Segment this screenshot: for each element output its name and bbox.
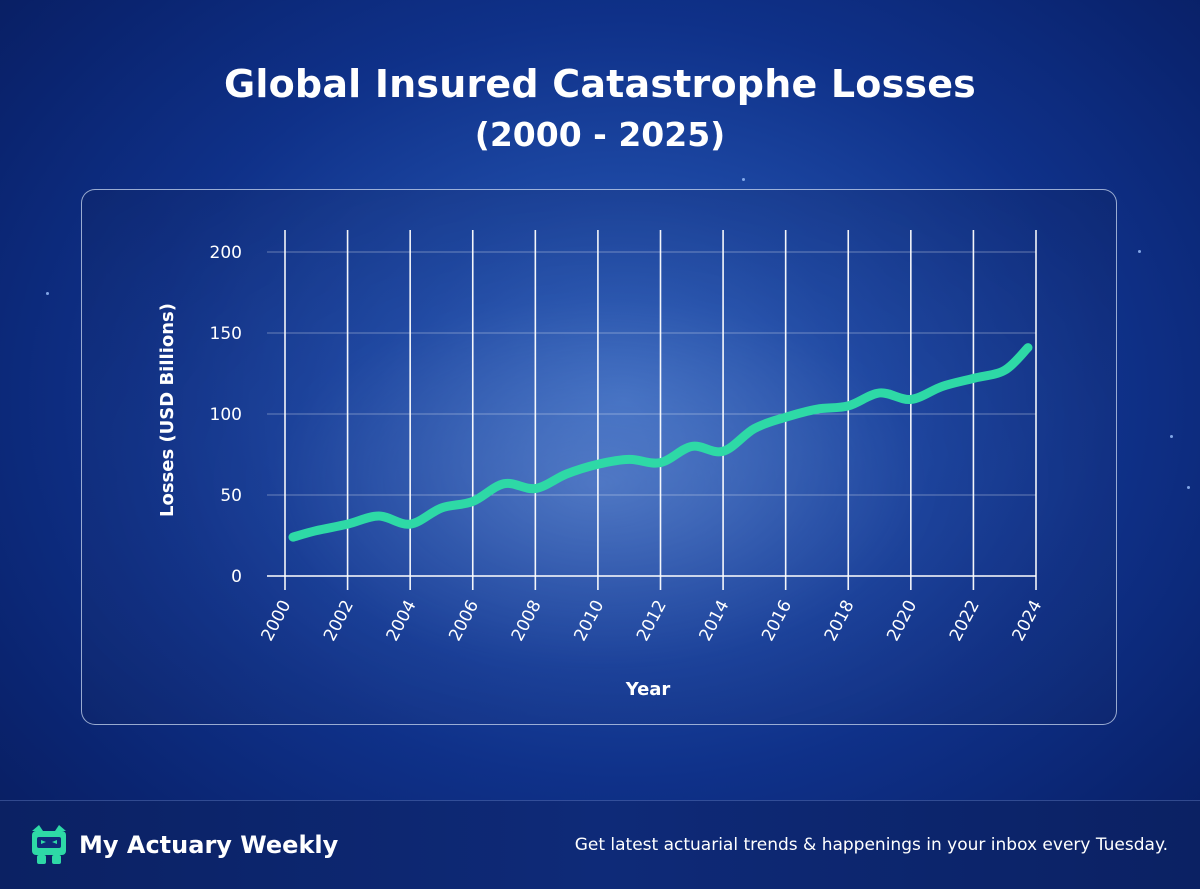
- x-tick-label: 2004: [383, 597, 421, 645]
- x-tick-label: 2002: [320, 597, 358, 645]
- x-tick-label: 2014: [696, 597, 734, 645]
- x-tick-label: 2024: [1008, 597, 1046, 645]
- x-tick-label: 2006: [445, 597, 483, 645]
- brand-name: My Actuary Weekly: [79, 831, 338, 859]
- x-tick-label: 2018: [821, 597, 859, 645]
- y-tick-label: 150: [210, 324, 242, 344]
- y-tick-label: 200: [210, 243, 242, 263]
- y-tick-label: 50: [220, 486, 242, 506]
- y-tick-label: 100: [210, 405, 242, 425]
- label-layer: 0 50 100 150 200 2000 2002 2004 2006 2008 2010 2012…: [157, 243, 1046, 700]
- x-tick-label: 2020: [883, 597, 921, 645]
- x-tick-label: 2012: [633, 597, 671, 645]
- newsletter-tagline: Get latest actuarial trends & happenings…: [575, 835, 1168, 855]
- y-axis-title: Losses (USD Billions): [157, 303, 178, 517]
- y-tick-label: 0: [231, 567, 242, 587]
- x-tick-label: 2022: [946, 597, 984, 645]
- line-chart: 0 50 100 150 200 2000 2002 2004 2006 2008 2010 2012…: [0, 0, 1200, 800]
- x-tick-label: 2008: [508, 597, 546, 645]
- x-tick-label: 2016: [758, 597, 796, 645]
- robot-mascot-icon: [31, 825, 67, 865]
- footer-bar: My Actuary Weekly Get latest actuarial t…: [0, 800, 1200, 889]
- x-tick-label: 2000: [257, 597, 295, 645]
- x-tick-label: 2010: [570, 597, 608, 645]
- grid-layer: [267, 230, 1036, 590]
- x-axis-title: Year: [625, 679, 671, 700]
